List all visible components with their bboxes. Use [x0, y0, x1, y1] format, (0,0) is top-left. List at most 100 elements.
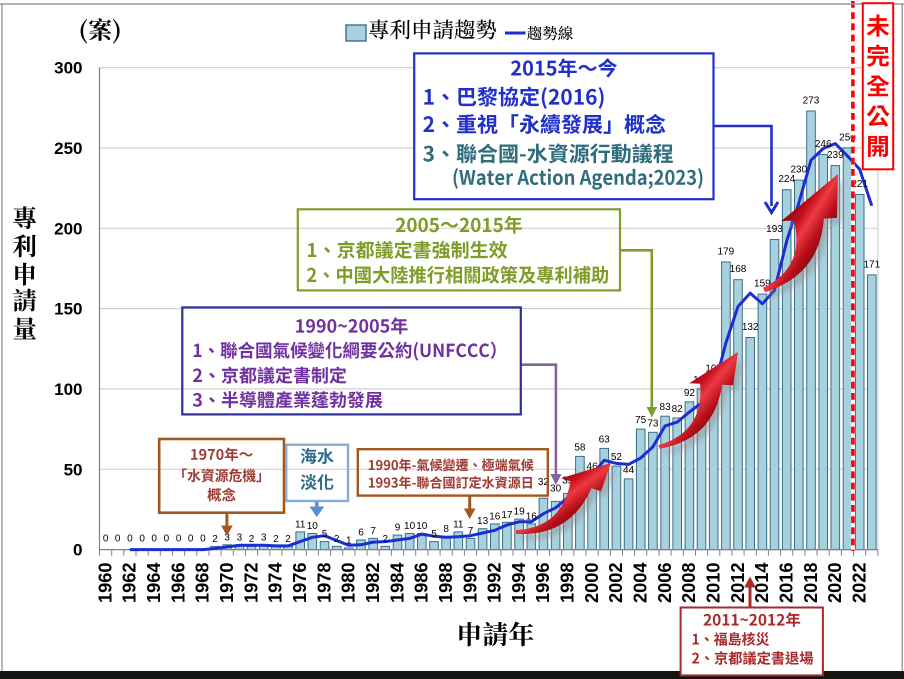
- svg-text:0: 0: [73, 541, 82, 560]
- svg-text:1966: 1966: [168, 563, 188, 603]
- svg-text:0: 0: [188, 534, 194, 545]
- svg-text:32: 32: [538, 477, 550, 488]
- svg-text:239: 239: [827, 150, 844, 161]
- svg-text:10: 10: [404, 521, 416, 532]
- svg-text:1: 1: [346, 536, 352, 547]
- svg-text:230: 230: [790, 165, 807, 176]
- svg-text:75: 75: [635, 415, 647, 426]
- svg-text:8: 8: [443, 524, 449, 535]
- svg-text:200: 200: [54, 219, 82, 238]
- svg-text:1984: 1984: [387, 562, 407, 603]
- svg-text:92: 92: [684, 388, 696, 399]
- svg-text:82: 82: [672, 404, 684, 415]
- svg-text:1960: 1960: [95, 563, 115, 603]
- svg-text:7: 7: [468, 526, 474, 537]
- svg-text:150: 150: [54, 300, 82, 319]
- svg-text:171: 171: [863, 259, 880, 270]
- svg-text:2012: 2012: [728, 563, 748, 603]
- svg-text:46: 46: [587, 462, 599, 473]
- svg-text:0: 0: [151, 534, 157, 545]
- svg-text:1964: 1964: [144, 562, 164, 603]
- svg-text:10: 10: [416, 521, 428, 532]
- svg-text:52: 52: [611, 452, 623, 463]
- svg-text:0: 0: [127, 534, 133, 545]
- svg-text:132: 132: [742, 322, 759, 333]
- svg-text:11: 11: [453, 519, 464, 530]
- svg-text:16: 16: [489, 511, 501, 522]
- svg-text:13: 13: [477, 516, 489, 527]
- svg-text:2: 2: [383, 534, 389, 545]
- svg-text:2008: 2008: [679, 563, 699, 603]
- svg-text:1988: 1988: [436, 563, 456, 603]
- svg-text:168: 168: [730, 264, 747, 275]
- svg-text:2000: 2000: [582, 563, 602, 603]
- svg-text:2: 2: [212, 534, 218, 545]
- svg-text:100: 100: [54, 380, 82, 399]
- svg-text:7: 7: [370, 526, 376, 537]
- svg-text:73: 73: [647, 418, 659, 429]
- svg-text:2: 2: [273, 534, 279, 545]
- svg-text:250: 250: [54, 139, 82, 158]
- svg-text:44: 44: [623, 465, 635, 476]
- svg-text:1976: 1976: [290, 563, 310, 603]
- svg-text:1990: 1990: [460, 563, 480, 603]
- svg-text:0: 0: [103, 534, 109, 545]
- svg-text:19: 19: [514, 507, 526, 518]
- svg-text:0: 0: [139, 534, 145, 545]
- svg-text:3: 3: [261, 532, 267, 543]
- svg-text:9: 9: [395, 523, 401, 534]
- svg-text:3: 3: [224, 532, 230, 543]
- svg-text:1972: 1972: [241, 563, 261, 603]
- svg-text:2022: 2022: [850, 563, 870, 603]
- svg-text:2010: 2010: [704, 563, 724, 603]
- svg-text:1978: 1978: [314, 563, 334, 603]
- svg-text:2018: 2018: [801, 563, 821, 603]
- svg-text:2: 2: [334, 534, 340, 545]
- svg-text:35: 35: [562, 475, 574, 486]
- svg-text:2: 2: [249, 534, 255, 545]
- svg-text:6: 6: [358, 528, 364, 539]
- svg-text:1998: 1998: [558, 563, 578, 603]
- svg-text:0: 0: [176, 534, 182, 545]
- svg-text:2016: 2016: [777, 563, 797, 603]
- svg-text:224: 224: [778, 174, 795, 185]
- svg-text:246: 246: [815, 139, 832, 150]
- svg-text:1962: 1962: [120, 563, 140, 603]
- svg-text:2014: 2014: [752, 562, 772, 603]
- svg-text:17: 17: [501, 510, 513, 521]
- svg-text:1980: 1980: [339, 563, 359, 603]
- svg-text:1968: 1968: [193, 563, 213, 603]
- svg-text:1996: 1996: [533, 563, 553, 603]
- svg-text:159: 159: [754, 279, 771, 290]
- svg-text:1970: 1970: [217, 563, 237, 603]
- svg-text:83: 83: [660, 402, 672, 413]
- svg-text:1982: 1982: [363, 563, 383, 603]
- svg-text:1992: 1992: [485, 563, 505, 603]
- svg-text:63: 63: [599, 434, 611, 445]
- svg-text:10: 10: [307, 521, 319, 532]
- svg-text:11: 11: [295, 519, 306, 530]
- svg-text:2002: 2002: [606, 563, 626, 603]
- svg-text:16: 16: [526, 511, 538, 522]
- svg-text:30: 30: [550, 483, 562, 494]
- svg-text:50: 50: [64, 460, 83, 479]
- svg-text:1974: 1974: [266, 562, 286, 603]
- svg-text:273: 273: [803, 96, 820, 107]
- svg-text:179: 179: [718, 247, 735, 258]
- svg-text:300: 300: [54, 59, 82, 78]
- svg-text:2020: 2020: [825, 563, 845, 603]
- svg-text:0: 0: [200, 534, 206, 545]
- svg-text:3: 3: [237, 532, 243, 543]
- svg-text:193: 193: [766, 224, 783, 235]
- svg-text:2: 2: [285, 534, 291, 545]
- svg-text:58: 58: [574, 442, 586, 453]
- svg-text:221: 221: [851, 179, 868, 190]
- svg-text:2006: 2006: [655, 563, 675, 603]
- svg-text:2004: 2004: [631, 562, 651, 603]
- svg-text:5: 5: [322, 529, 328, 540]
- svg-text:0: 0: [115, 534, 121, 545]
- svg-text:5: 5: [431, 529, 437, 540]
- svg-text:250: 250: [839, 132, 856, 143]
- svg-text:1994: 1994: [509, 562, 529, 603]
- svg-text:1986: 1986: [412, 563, 432, 603]
